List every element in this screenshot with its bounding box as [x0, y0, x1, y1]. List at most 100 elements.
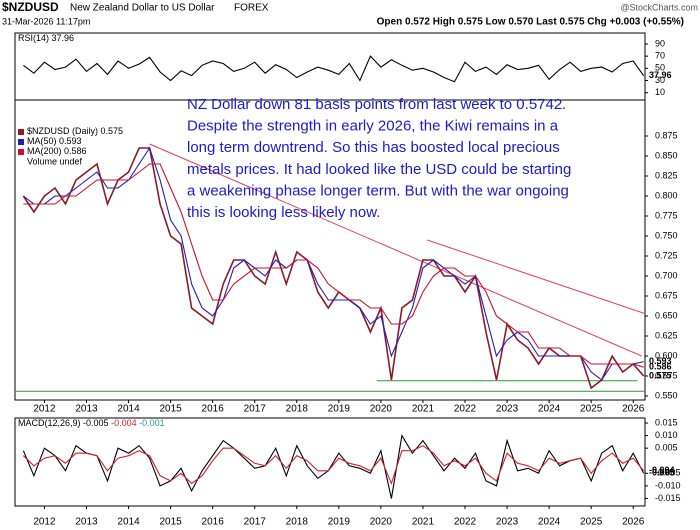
x-tick-label: 2017 [244, 404, 267, 415]
y-tick-label: 0.575 [655, 370, 678, 380]
legend-name: MA(50) [27, 136, 57, 146]
legend-label: MACD(12,26,9) [18, 418, 81, 428]
y-tick-label: 0.675 [655, 290, 678, 300]
y-tick-label: 10 [655, 87, 665, 97]
last-value-tag: 0.593 [649, 356, 672, 366]
x-tick-label: 2013 [75, 517, 98, 528]
x-tick-label: 2020 [370, 517, 393, 528]
y-tick-label: 0.010 [655, 430, 678, 440]
panel-frame [14, 99, 646, 401]
y-tick-label: 0.700 [655, 270, 678, 280]
x-tick-label: 2020 [370, 404, 393, 415]
y-tick-label: 0.825 [655, 170, 678, 180]
annotation: this is looking less likely now. [187, 204, 380, 221]
legend-entry: Volume undef [27, 156, 83, 166]
legend-entry: MA(200) 0.586 [27, 146, 87, 156]
x-tick-label: 2025 [580, 404, 603, 415]
x-tick-label: 2024 [538, 517, 561, 528]
x-tick-label: 2015 [159, 404, 182, 415]
x-tick-label: 2016 [202, 517, 225, 528]
x-tick-label: 2014 [117, 517, 140, 528]
x-tick-label: 2023 [496, 517, 519, 528]
legend-swatch [18, 139, 24, 145]
legend-swatch [18, 129, 24, 135]
legend-entry: $NZDUSD (Daily) 0.575 [27, 126, 123, 136]
x-tick-label: 2012 [33, 404, 56, 415]
legend-name: MA(200) [27, 146, 62, 156]
panel-frame [14, 417, 646, 507]
panel-frame [14, 32, 646, 101]
x-tick-label: 2012 [33, 517, 56, 528]
annotation: a weakening phase longer term. But with … [187, 182, 569, 199]
legend-value: -0.004 [111, 418, 137, 428]
x-tick-label: 2023 [496, 404, 519, 415]
x-tick-label: 2024 [538, 404, 561, 415]
x-tick-label: 2019 [328, 517, 351, 528]
annotation: NZ Dollar down 81 basis points from last… [187, 96, 566, 113]
legend-value: 37.96 [52, 33, 75, 43]
x-tick-label: 2025 [580, 517, 603, 528]
x-tick-label: 2018 [286, 404, 309, 415]
y-tick-label: -0.015 [655, 493, 681, 503]
y-tick-label: 0.600 [655, 350, 678, 360]
annotation: long term downtrend. So this has boosted… [187, 139, 560, 156]
y-tick-label: 0.725 [655, 250, 678, 260]
legend-label: RSI(14) [18, 33, 49, 43]
y-tick-label: 0.800 [655, 190, 678, 200]
legend-value: -0.005 [83, 418, 109, 428]
series-line [23, 445, 645, 485]
x-tick-label: 2022 [454, 404, 477, 415]
y-tick-label: 0.875 [655, 130, 678, 140]
x-tick-label: 2026 [622, 517, 645, 528]
y-tick-label: 0.850 [655, 150, 678, 160]
y-tick-label: 50 [655, 63, 665, 73]
date: 31-Mar-2026 11:17pm [2, 16, 90, 26]
y-tick-label: 0.625 [655, 330, 678, 340]
y-tick-label: 0.750 [655, 230, 678, 240]
panel-legend: RSI(14) 37.96 [18, 33, 74, 43]
symbol: $NZDUSD [2, 0, 59, 14]
trendline [426, 239, 646, 315]
x-tick-label: 2018 [286, 517, 309, 528]
x-tick-label: 2013 [75, 404, 98, 415]
y-tick-label: 0.650 [655, 310, 678, 320]
x-tick-label: 2022 [454, 517, 477, 528]
legend-swatch [18, 149, 24, 155]
x-tick-label: 2026 [622, 404, 645, 415]
y-tick-label: 0.775 [655, 210, 678, 220]
trendline [149, 143, 642, 357]
y-tick-label: -0.005 [655, 468, 681, 478]
legend-value: 0.593 [59, 136, 82, 146]
legend-value: 0.586 [64, 146, 87, 156]
last-value-tag: -0.005 [649, 468, 675, 478]
last-value-tag: 37.96 [649, 70, 672, 80]
legend-name: $NZDUSD (Daily) [27, 126, 98, 136]
x-tick-label: 2016 [202, 404, 225, 415]
annotation: metals prices. It had looked like the US… [187, 161, 571, 178]
y-tick-label: 0.550 [655, 390, 678, 400]
last-value-tag: 0.586 [649, 362, 672, 372]
x-tick-label: 2015 [159, 517, 182, 528]
x-tick-label: 2014 [117, 404, 140, 415]
y-tick-label: 0.005 [655, 443, 678, 453]
series-line [23, 146, 644, 381]
exchange: FOREX [234, 3, 269, 14]
x-tick-label: 2017 [244, 517, 267, 528]
series-line [23, 55, 645, 83]
annotation: Despite the strength in early 2026, the … [187, 118, 559, 135]
legend-entry: MA(50) 0.593 [27, 136, 82, 146]
instrument-name: New Zealand Dollar to US Dollar [70, 3, 215, 14]
x-tick-label: 2021 [412, 517, 435, 528]
y-tick-label: 0.015 [655, 417, 678, 427]
quote: Open 0.572 High 0.575 Low 0.570 Last 0.5… [377, 17, 684, 28]
series-line [23, 163, 644, 368]
panel-legend: MACD(12,26,9) -0.005 -0.004 -0.001 [18, 418, 165, 428]
y-tick-label: 70 [655, 51, 665, 61]
x-tick-label: 2019 [328, 404, 351, 415]
legend-value: -0.001 [139, 418, 165, 428]
y-tick-label: 90 [655, 38, 665, 48]
last-value-tag: -0.004 [649, 465, 675, 475]
last-value-tag: 0.575 [649, 370, 672, 380]
y-tick-label: -0.010 [655, 480, 681, 490]
